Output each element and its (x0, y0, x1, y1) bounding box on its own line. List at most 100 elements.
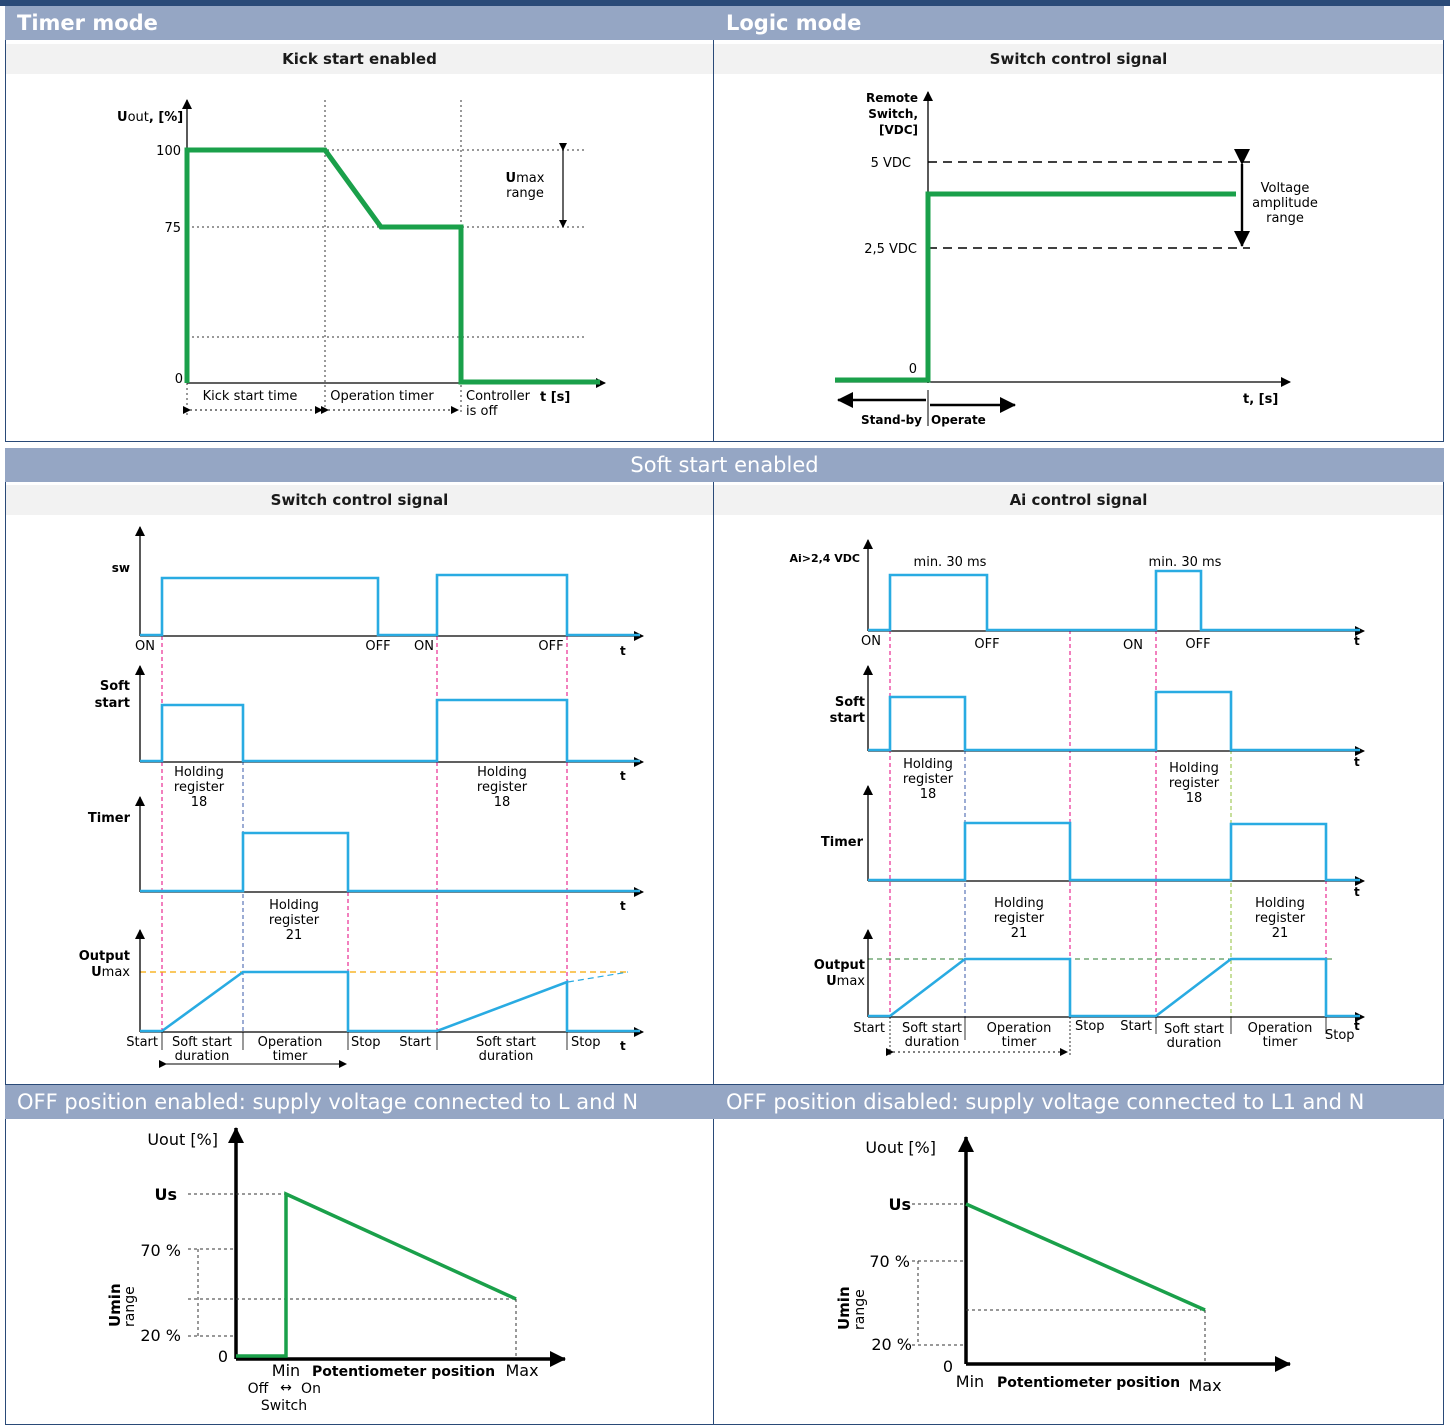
hr18-label: 18 (494, 795, 511, 810)
controller-label: Controller (466, 389, 531, 404)
ai-label: Ai>2,4 VDC (789, 552, 860, 565)
ai-off-2: OFF (1185, 637, 1210, 652)
logic-switch-curve (835, 191, 1236, 383)
hr18-label: Holding (477, 765, 527, 780)
pot-off-enabled-chart: Uout [%] Us 70 % 20 % 0 Umin range Min P… (106, 1127, 566, 1414)
t-label: t (1354, 885, 1360, 899)
switch-label: Switch (261, 1398, 307, 1414)
subtitle-switch-control-logic: Switch control signal (714, 44, 1443, 74)
amp-label-2: amplitude (1252, 196, 1318, 211)
umax-range-label: range (506, 186, 544, 201)
operation-timer-label: Operation (258, 1035, 323, 1050)
is-off-label: is off (466, 404, 498, 419)
umin-range-label: range (852, 1289, 868, 1330)
kick-start-time-label: Kick start time (203, 389, 298, 404)
sw-on-1: ON (135, 639, 155, 654)
operate-label: Operate (931, 413, 986, 427)
t-label: t (620, 899, 626, 913)
output-umax-label: Umax (826, 974, 865, 989)
hr18-label: register (903, 772, 954, 787)
tick-2-5vdc: 2,5 VDC (864, 242, 917, 257)
tick-100: 100 (156, 144, 181, 159)
t-label: t (1354, 755, 1360, 769)
logic-ylabel-2: Switch, (868, 107, 918, 121)
kick-start-output-curve (184, 147, 600, 385)
ai-on-2: ON (1123, 638, 1143, 653)
hr18-label: Holding (174, 765, 224, 780)
subtitle-switch-control-soft: Switch control signal (6, 485, 713, 515)
on-label: On (301, 1381, 321, 1397)
hr18-label: 18 (1186, 791, 1203, 806)
operation-timer-label: timer (1002, 1035, 1037, 1050)
timer-label: Timer (821, 835, 864, 850)
amp-label-3: range (1266, 211, 1304, 226)
logic-mode-chart: Remote Switch, [VDC] 5 VDC 2,5 VDC 0 Vol… (835, 91, 1318, 427)
hr21-label: 21 (1011, 926, 1028, 941)
header-off-position-disabled: OFF position disabled: supply voltage co… (714, 1085, 1444, 1119)
subtitle-kick-start: Kick start enabled (6, 44, 713, 74)
soft-start-duration-label: Soft start (476, 1035, 536, 1050)
soft-start-duration-label: duration (1167, 1036, 1222, 1051)
ai-control-timing: Ai>2,4 VDC min. 30 ms min. 30 ms ON OFF … (789, 539, 1365, 1056)
divider-soft-start (713, 482, 714, 1085)
operation-timer-label: Operation (987, 1021, 1052, 1036)
min-label: Min (272, 1361, 300, 1380)
umin-range-label: range (122, 1286, 138, 1327)
soft-start-duration-label: duration (175, 1049, 230, 1064)
switch-control-timing: sw ON OFF ON OFF t Soft start t Holding … (79, 526, 644, 1068)
header-logic-mode: Logic mode (714, 6, 1444, 40)
pot-off-disabled-chart: Uout [%] Us 70 % 20 % 0 Umin range Min P… (835, 1136, 1291, 1395)
tick-20: 20 % (140, 1326, 181, 1345)
umin-label: Umin (835, 1286, 853, 1330)
stop-label-1: Stop (351, 1035, 381, 1050)
sw-off-1: OFF (365, 639, 390, 654)
standby-label: Stand-by (861, 413, 922, 427)
umin-label: Umin (106, 1283, 124, 1327)
sw-off-2: OFF (538, 639, 563, 654)
soft-start-duration-label: duration (479, 1049, 534, 1064)
soft-label-1: Soft (100, 679, 130, 694)
pot-curve-disabled (965, 1202, 1206, 1312)
min-30ms-label: min. 30 ms (914, 555, 987, 570)
tick-70: 70 % (140, 1241, 181, 1260)
us-label: Us (888, 1195, 911, 1214)
t-label: t (1354, 634, 1360, 648)
sw-label: sw (112, 561, 130, 575)
logic-ylabel-3: [VDC] (879, 123, 918, 137)
logic-xlabel: t, [s] (1243, 392, 1278, 407)
tick-0: 0 (943, 1357, 953, 1376)
hr18-label: Holding (1169, 761, 1219, 776)
left-right-arrow-icon: ↔ (280, 1380, 292, 1396)
kick-start-chart: Uout, [%] 100 75 0 Umax range Kick start… (117, 99, 606, 419)
output-label: Output (814, 958, 865, 973)
stop-label-2: Stop (571, 1035, 601, 1050)
ai-on-1: ON (861, 634, 881, 649)
hr18-label: 18 (191, 795, 208, 810)
timer-label: Timer (88, 811, 131, 826)
soft-label-2: start (95, 696, 130, 711)
soft-start-duration-label: Soft start (1164, 1022, 1224, 1037)
us-label: Us (154, 1185, 177, 1204)
potentiometer-position-label: Potentiometer position (997, 1375, 1180, 1391)
tick-5vdc: 5 VDC (871, 156, 911, 171)
hr21-label: Holding (269, 898, 319, 913)
header-off-position-enabled: OFF position enabled: supply voltage con… (5, 1085, 714, 1119)
tick-0: 0 (175, 372, 183, 387)
start-label-2: Start (1120, 1019, 1152, 1034)
tick-20: 20 % (871, 1335, 912, 1354)
t-label: t (620, 769, 626, 783)
output-label: Output (79, 949, 130, 964)
max-label: Max (505, 1361, 538, 1380)
t-label: t (620, 1039, 626, 1053)
soft-start-duration-label: Soft start (172, 1035, 232, 1050)
start-label-1: Start (126, 1035, 158, 1050)
min-30ms-label: min. 30 ms (1149, 555, 1222, 570)
hr18-label: 18 (920, 787, 937, 802)
t-label: t (1354, 1019, 1360, 1033)
start-label-1: Start (853, 1021, 885, 1036)
soft-start-duration-label: Soft start (902, 1021, 962, 1036)
hr21-label: Holding (994, 896, 1044, 911)
output-umax-label: Umax (91, 965, 130, 980)
tick-70: 70 % (869, 1252, 910, 1271)
